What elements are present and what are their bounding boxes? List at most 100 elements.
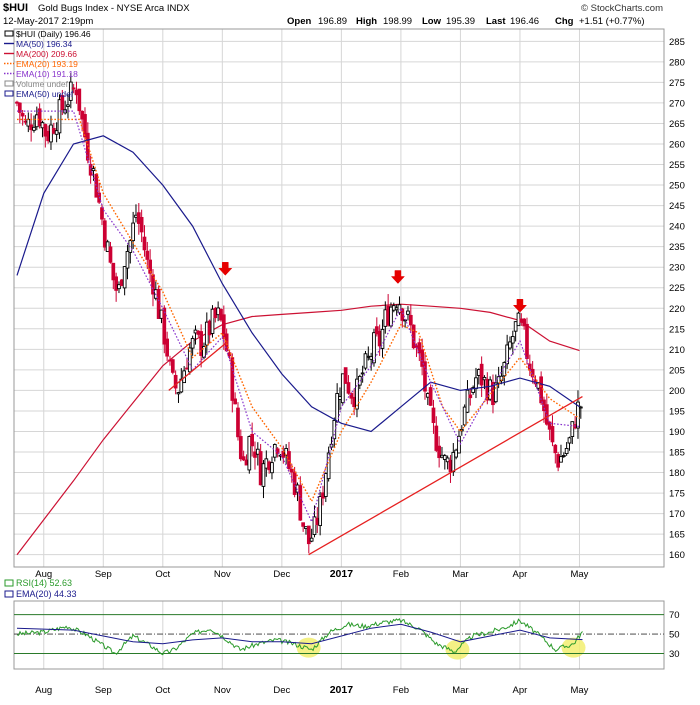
candle-body (578, 406, 583, 409)
candle-body (304, 526, 308, 529)
candle-body (66, 104, 70, 107)
rsi-x-tick-label: Oct (155, 685, 170, 696)
candle-body (122, 266, 127, 289)
candle-body (71, 87, 76, 90)
y-tick-label: 250 (669, 181, 685, 192)
candle-body (43, 124, 48, 137)
candle-body (258, 451, 263, 486)
candle-body (346, 382, 351, 394)
candle-body (332, 420, 337, 440)
candle-body (199, 331, 203, 356)
candle-body (23, 120, 28, 123)
y-tick-label: 260 (669, 139, 685, 150)
candle-body (437, 445, 441, 459)
candle-body (321, 492, 325, 499)
high-value: 198.99 (383, 16, 412, 27)
rsi-legend-label-0: RSI(14) 52.63 (16, 578, 72, 588)
candle-body (125, 251, 130, 269)
candle-body (326, 452, 331, 480)
candle-body (29, 124, 33, 131)
candle-body (270, 462, 274, 474)
candle-body (462, 406, 467, 426)
last-label: Last (486, 16, 506, 27)
rsi-x-tick-label: Dec (273, 685, 290, 696)
candle-body (567, 437, 572, 444)
rsi-x-tick-label: Apr (513, 685, 528, 696)
ma200-layer (16, 303, 580, 556)
legend-swatch-5 (4, 80, 14, 87)
candle-body (207, 320, 212, 336)
candle-body (187, 347, 192, 373)
candle-body (68, 81, 73, 101)
rsi-x-tick-label: Feb (393, 685, 409, 696)
down-arrow-marker-0 (218, 262, 233, 276)
candle-body (479, 363, 484, 386)
candle-body (202, 346, 206, 358)
legend-swatch-6 (4, 90, 14, 97)
x-tick-label: Mar (452, 569, 468, 580)
y-tick-label: 240 (669, 222, 685, 233)
candle-body (250, 433, 254, 447)
candle-body (244, 459, 249, 466)
rsi-legend-label-1: EMA(20) 44.33 (16, 589, 77, 599)
candle-body (343, 367, 348, 384)
y-tick-label: 275 (669, 78, 685, 89)
candle-body (196, 330, 201, 335)
candle-body (377, 330, 382, 347)
candle-body (117, 284, 121, 290)
candle-body (553, 444, 558, 454)
candle-body (233, 398, 237, 405)
chg-label: Chg (555, 16, 574, 27)
y-tick-label: 280 (669, 57, 685, 68)
y-tick-label: 255 (669, 160, 685, 171)
x-tick-label: Feb (393, 569, 409, 580)
candle-body (386, 305, 390, 326)
y-tick-label: 175 (669, 489, 685, 500)
candle-body (162, 307, 167, 345)
legend-swatch-0 (4, 30, 14, 37)
candle-body (454, 449, 458, 458)
rsi-x-tick-label: Nov (214, 685, 231, 696)
candle-body (556, 454, 560, 468)
y-tick-label: 210 (669, 345, 685, 356)
candle-body (391, 305, 396, 311)
candle-body (474, 377, 478, 390)
candle-body (264, 458, 269, 469)
y-tick-label: 185 (669, 448, 685, 459)
rsi-y-tick-label: 70 (669, 610, 680, 621)
candle-body (471, 387, 475, 393)
candle-body (576, 401, 580, 429)
price-panel-frame (13, 28, 665, 568)
y-tick-label: 205 (669, 365, 685, 376)
candle-body (289, 468, 294, 473)
date-line: 12-May-2017 2:19pm (3, 16, 93, 27)
y-tick-label: 215 (669, 324, 685, 335)
y-tick-label: 220 (669, 304, 685, 315)
candle-body (400, 308, 405, 321)
candle-body (255, 448, 260, 455)
candle-body (448, 459, 453, 473)
candle-body (219, 308, 223, 321)
candle-body (230, 357, 235, 401)
candle-body (15, 101, 19, 104)
candle-body (519, 318, 524, 323)
candle-body (485, 378, 490, 401)
x-tick-label: Aug (35, 569, 52, 580)
candle-body (193, 329, 198, 334)
candle-body (108, 246, 113, 263)
candle-body (366, 355, 371, 358)
chg-value: +1.51 (+0.77%) (579, 16, 645, 27)
chart-name: Gold Bugs Index - NYSE Arca INDX (38, 3, 190, 14)
watermark: © StockCharts.com (581, 3, 663, 14)
rsi-highlight-0 (296, 637, 321, 658)
x-tick-label: Oct (155, 569, 170, 580)
candle-body (156, 288, 161, 319)
quote-bar: Open 196.89 High 198.99 Low 195.39 Last … (287, 16, 645, 27)
candle-body (236, 407, 240, 438)
candle-body (136, 212, 141, 224)
series-line-3 (17, 110, 580, 524)
series-line-0 (16, 135, 580, 433)
